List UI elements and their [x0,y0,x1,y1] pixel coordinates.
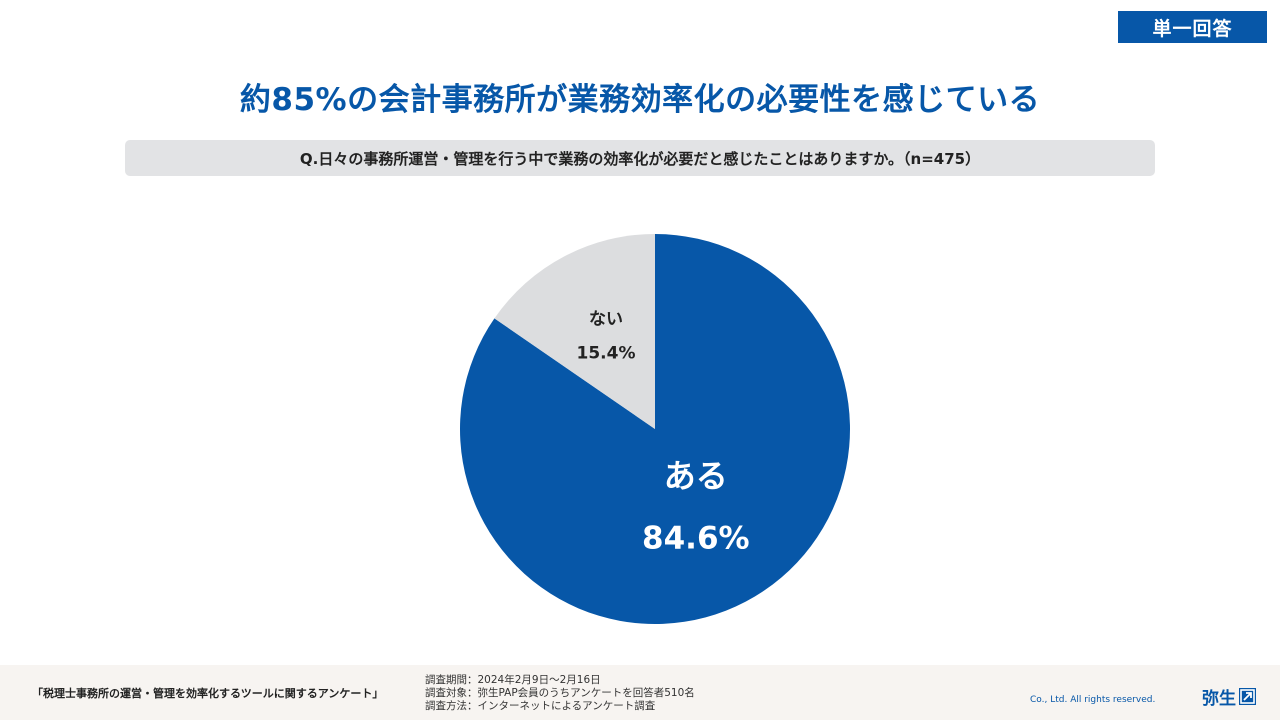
pie-slice-no [494,234,655,429]
survey-method: 調査方法：インターネットによるアンケート調査 [425,700,656,712]
slice-value-no: 15.4% [577,344,636,364]
slice-label-yes: ある [664,457,728,495]
company-logo: 弥生 [1202,684,1256,709]
copyright-text: Co., Ltd. All rights reserved. [1030,695,1156,705]
survey-period: 調査期間：2024年2月9日～2月16日 [425,674,601,686]
survey-name: 「税理士事務所の運営・管理を効率化するツールに関するアンケート」 [32,687,384,700]
logo-arrow-icon [1239,688,1256,705]
logo-text: 弥生 [1202,689,1236,709]
answer-type-badge: 単一回答 [1118,11,1267,43]
slice-label-no: ない [589,310,623,330]
footer: 「税理士事務所の運営・管理を効率化するツールに関するアンケート」 調査期間：20… [0,665,1280,720]
survey-meta: 調査期間：2024年2月9日～2月16日 調査対象：弥生PAP会員のうちアンケー… [425,674,695,713]
page-title: 約85%の会計事務所が業務効率化の必要性を感じている [239,82,1041,118]
slice-value-yes: 84.6% [642,521,750,557]
survey-question: Q.日々の事務所運営・管理を行う中で業務の効率化が必要だと感じたことはありますか… [125,140,1155,176]
survey-target: 調査対象：弥生PAP会員のうちアンケートを回答者510名 [425,687,695,699]
